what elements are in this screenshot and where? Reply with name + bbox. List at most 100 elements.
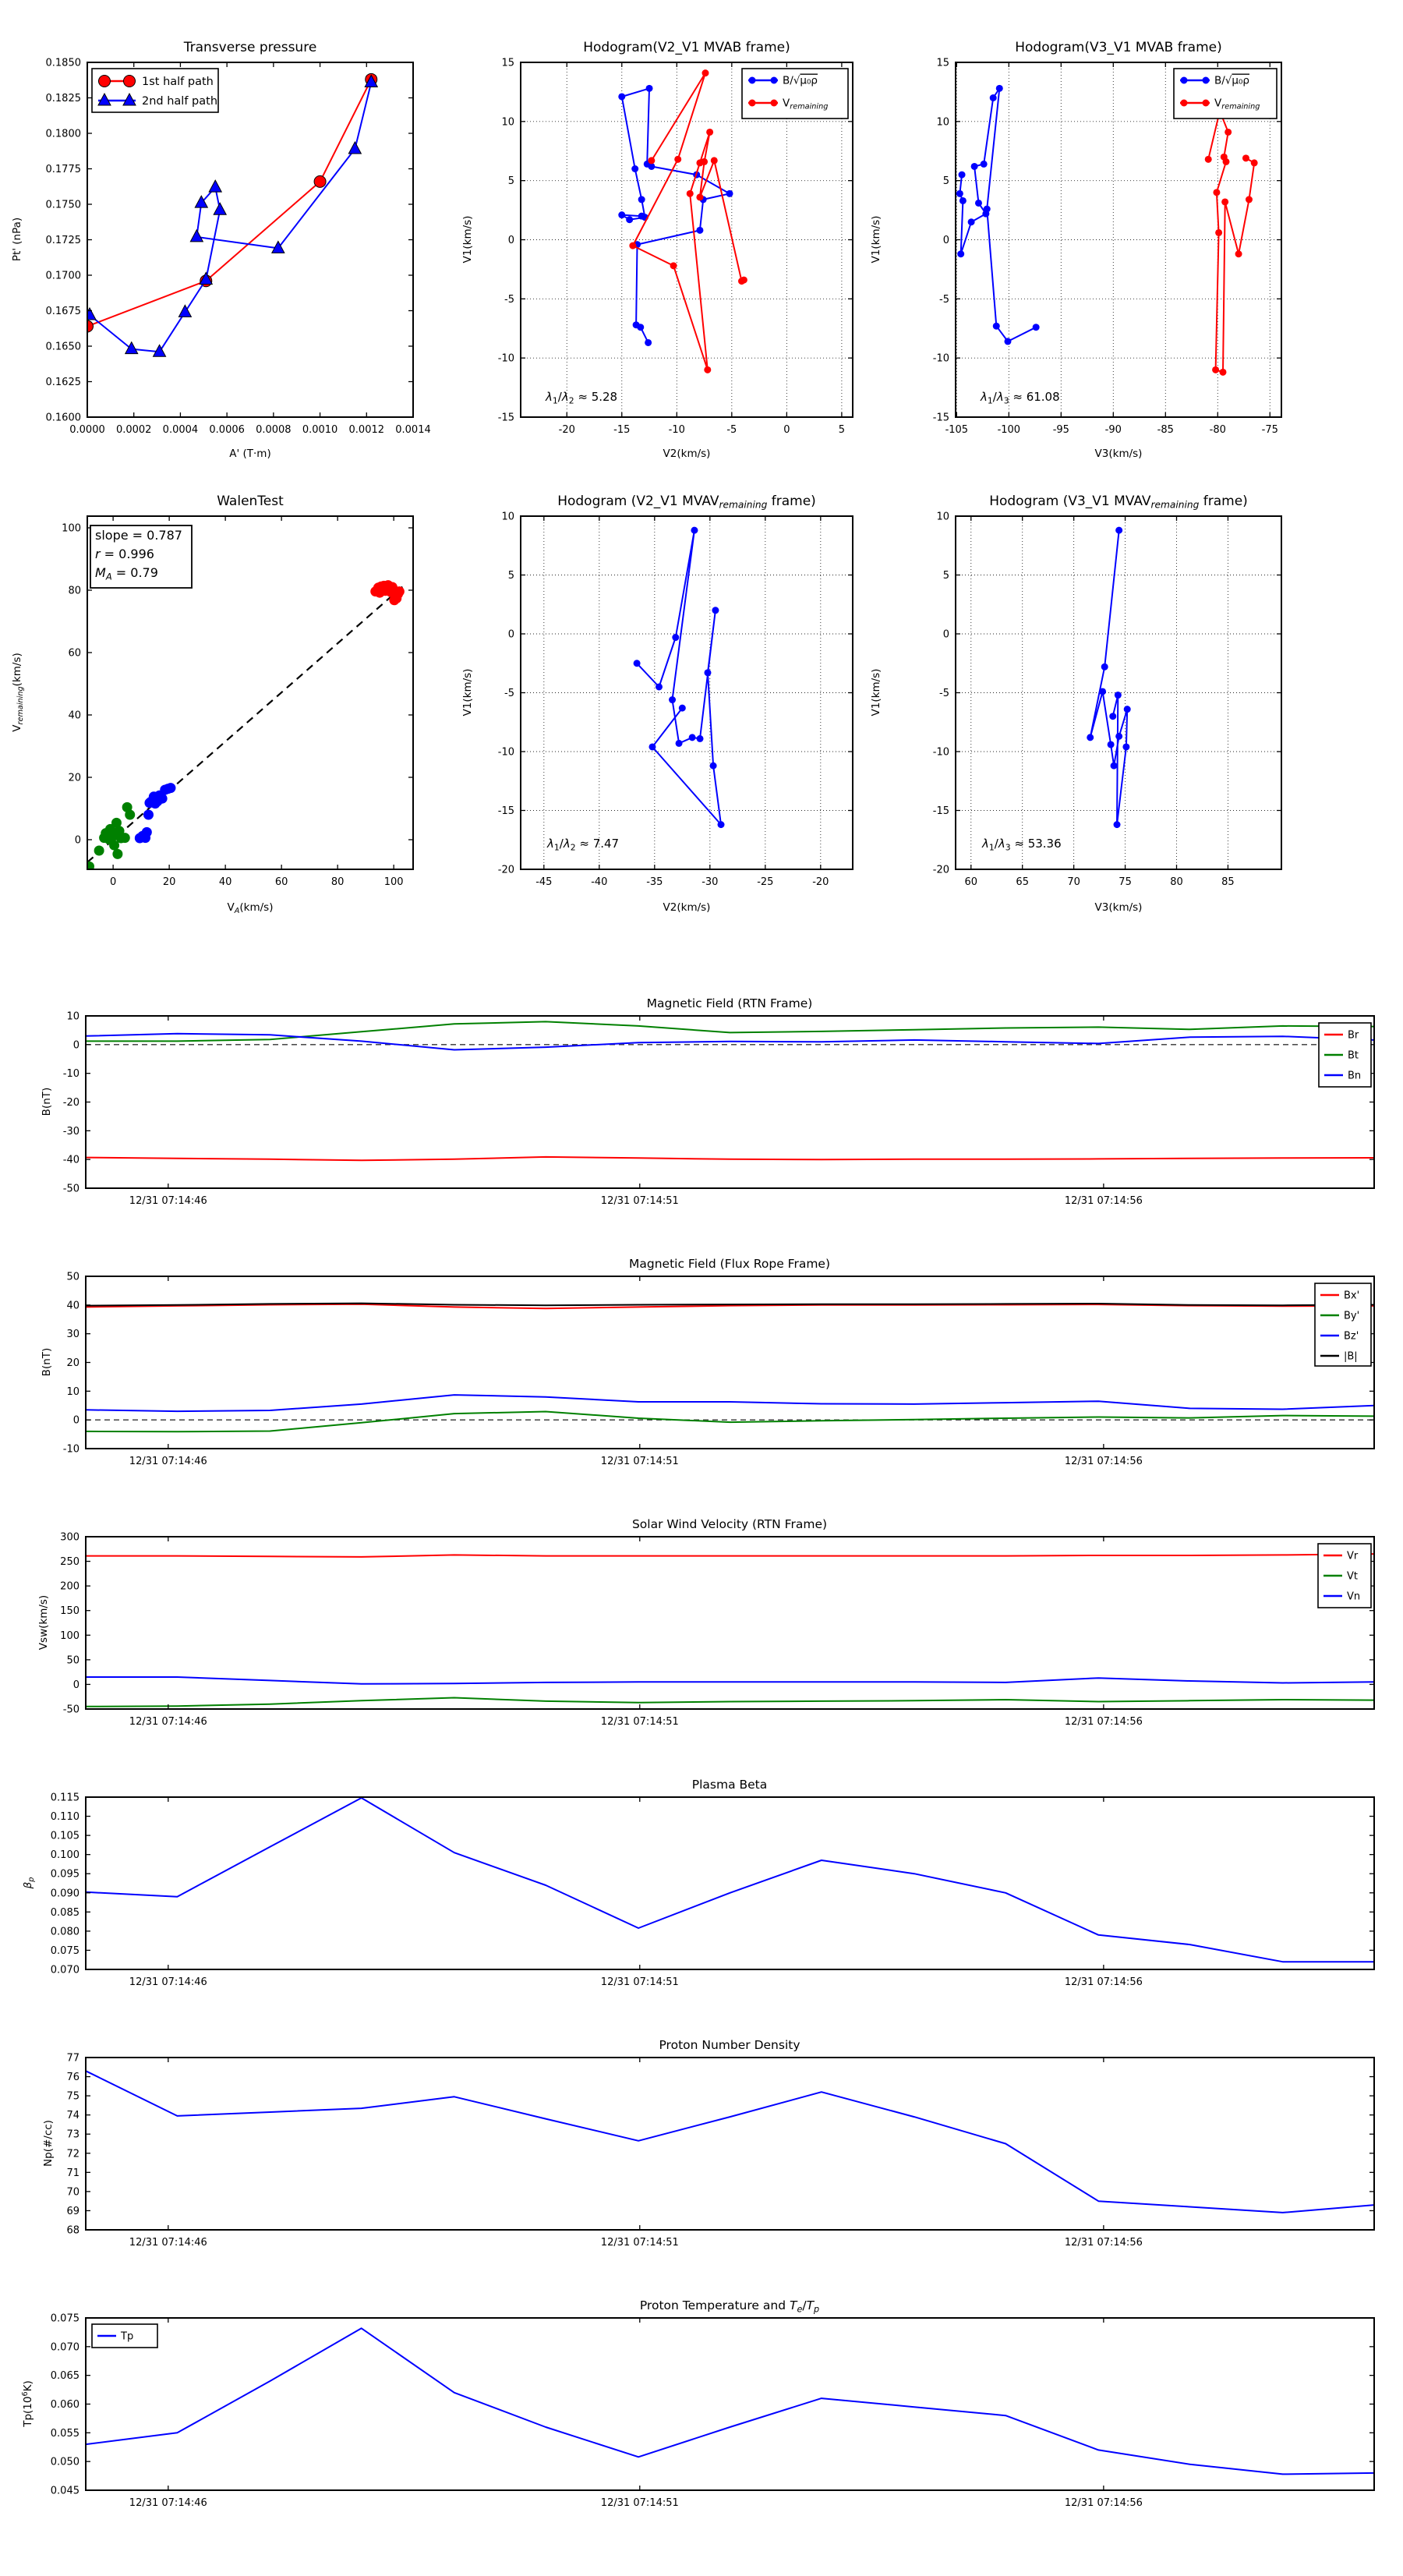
marker-dot: [956, 189, 963, 197]
marker-dot: [980, 160, 988, 168]
series-V-mvav: [1087, 526, 1131, 829]
grid: [521, 515, 853, 870]
x-tick-label: 0: [783, 424, 790, 436]
x-tick-label: -105: [945, 424, 969, 436]
marker-triangle: [122, 92, 136, 106]
marker-dot: [618, 211, 626, 219]
axes-frame: [85, 2057, 1375, 2231]
series-cluster-red: [370, 580, 405, 606]
marker-triangle: [213, 202, 228, 215]
marker-dot: [709, 762, 717, 770]
legend: Bx' By' Bz' |B|: [1314, 1283, 1372, 1367]
marker-dot: [112, 848, 123, 859]
y-tick-label: -5: [504, 294, 514, 306]
plot-title: Transverse pressure: [183, 40, 317, 55]
y-tick-label: 80: [68, 586, 81, 597]
y-tick-label: 60: [68, 648, 81, 660]
series-Br: [86, 1155, 1374, 1162]
x-tick-label: 80: [1170, 876, 1183, 888]
annotation: λ1/λ3 ≈ 61.08: [980, 390, 1060, 405]
x-tick-label: 75: [1119, 876, 1132, 888]
y-axis-label: Vsw(km/s): [37, 1595, 50, 1650]
y-tick-label: 0.075: [51, 2313, 80, 2325]
y-tick-label: 0: [508, 629, 514, 641]
legend: B/√μ₀ρ Vremaining: [1173, 68, 1278, 119]
marker-dot: [958, 171, 966, 179]
y-tick-label: 20: [66, 1357, 80, 1369]
legend-label: Tp: [120, 2331, 133, 2343]
y-axis-label: V1(km/s): [461, 669, 474, 717]
panel-walen-test: 0 20 40 60 80 100 0 20 40 60 80 100 WalenTest VA(km/s…: [11, 494, 414, 915]
marker-dot: [1250, 159, 1258, 167]
y-tick-label: 15: [936, 58, 949, 69]
panel-magnetic-field-rtn: 12/31 07:14:46 12/31 07:14:51 12/31 07:14:…: [41, 996, 1375, 1207]
marker-dot: [957, 250, 965, 258]
y-tick-label: 0.1650: [46, 341, 82, 353]
legend-label: Vremaining: [1214, 97, 1260, 111]
y-tick-label: 0.1800: [46, 129, 82, 140]
axes-ticks: 12/31 07:14:46 12/31 07:14:51 12/31 07:14:…: [51, 1792, 1374, 1988]
y-tick-label: 69: [66, 2206, 80, 2217]
marker-dot: [967, 218, 975, 226]
axes-frame: [85, 1796, 1375, 1970]
x-tick-label: -95: [1053, 424, 1069, 436]
marker-dot: [989, 94, 997, 101]
series-fit-line: [87, 583, 406, 863]
y-axis-label: V1(km/s): [461, 216, 474, 264]
legend-label: Br: [1348, 1030, 1359, 1042]
y-tick-label: -15: [498, 412, 514, 424]
y-tick-label: -20: [933, 865, 949, 876]
legend-label: Vn: [1347, 1591, 1360, 1603]
axes-ticks: 12/31 07:14:46 12/31 07:14:51 12/31 07:14:…: [63, 1011, 1374, 1207]
y-axis-label: B(nT): [41, 1348, 53, 1377]
series-Vn: [86, 1676, 1374, 1685]
y-axis-label: Pt' (nPa): [11, 218, 23, 261]
annotation-line: MA = 0.79: [95, 565, 158, 582]
y-tick-label: 0.070: [51, 1965, 80, 1976]
x-tick-label: -75: [1262, 424, 1278, 436]
y-tick-label: 74: [66, 2110, 80, 2121]
legend-label: Bt: [1348, 1050, 1359, 1062]
y-tick-label: -50: [63, 1704, 80, 1716]
legend-label: Bx': [1344, 1290, 1359, 1302]
y-tick-label: 0.1675: [46, 306, 82, 317]
marker-dot: [125, 809, 136, 820]
marker-dot: [656, 683, 663, 691]
legend-label: |B|: [1344, 1351, 1358, 1363]
y-tick-label: -10: [498, 353, 514, 365]
axes-ticks: 12/31 07:14:46 12/31 07:14:51 12/31 07:14:…: [63, 1272, 1374, 1467]
x-tick-label: 12/31 07:14:51: [601, 1716, 679, 1728]
x-tick-label: 12/31 07:14:46: [129, 1976, 207, 1988]
marker-dot: [678, 704, 686, 712]
y-tick-label: 10: [501, 116, 514, 128]
marker-dot: [1202, 99, 1210, 107]
y-tick-label: 40: [66, 1300, 80, 1311]
x-tick-label: 20: [163, 876, 176, 888]
y-tick-label: 0.1725: [46, 235, 82, 246]
x-tick-label: 12/31 07:14:56: [1065, 1716, 1143, 1728]
series-beta-p: [86, 1797, 1374, 1963]
marker-dot: [1032, 324, 1040, 331]
legend: Tp: [91, 2323, 158, 2348]
x-tick-label: 100: [384, 876, 404, 888]
panel-hodogram-v2v1-mvav: -45 -40 -35 -30 -25 -20 -20 -15 -10 -5 0 5 10 Hodogra…: [461, 494, 853, 914]
marker-dot: [1113, 821, 1121, 829]
legend-label: Bz': [1344, 1331, 1359, 1343]
marker-circle: [123, 75, 136, 87]
marker-dot: [704, 669, 712, 677]
annotation-text: λ1/λ2 ≈ 5.28: [545, 390, 617, 405]
marker-dot: [107, 831, 118, 842]
x-axis-label: V3(km/s): [1095, 448, 1143, 460]
x-tick-label: -20: [812, 876, 829, 888]
marker-dot: [770, 99, 778, 107]
marker-dot: [1213, 189, 1221, 196]
marker-dot: [157, 793, 168, 804]
x-axis-label: V3(km/s): [1095, 901, 1143, 914]
marker-dot: [626, 216, 634, 224]
marker-dot: [1115, 526, 1123, 534]
marker-dot: [1099, 688, 1107, 695]
x-tick-label: 12/31 07:14:56: [1065, 1456, 1143, 1467]
marker-dot: [1114, 692, 1122, 699]
marker-dot: [1202, 76, 1210, 84]
marker-triangle: [208, 179, 223, 193]
